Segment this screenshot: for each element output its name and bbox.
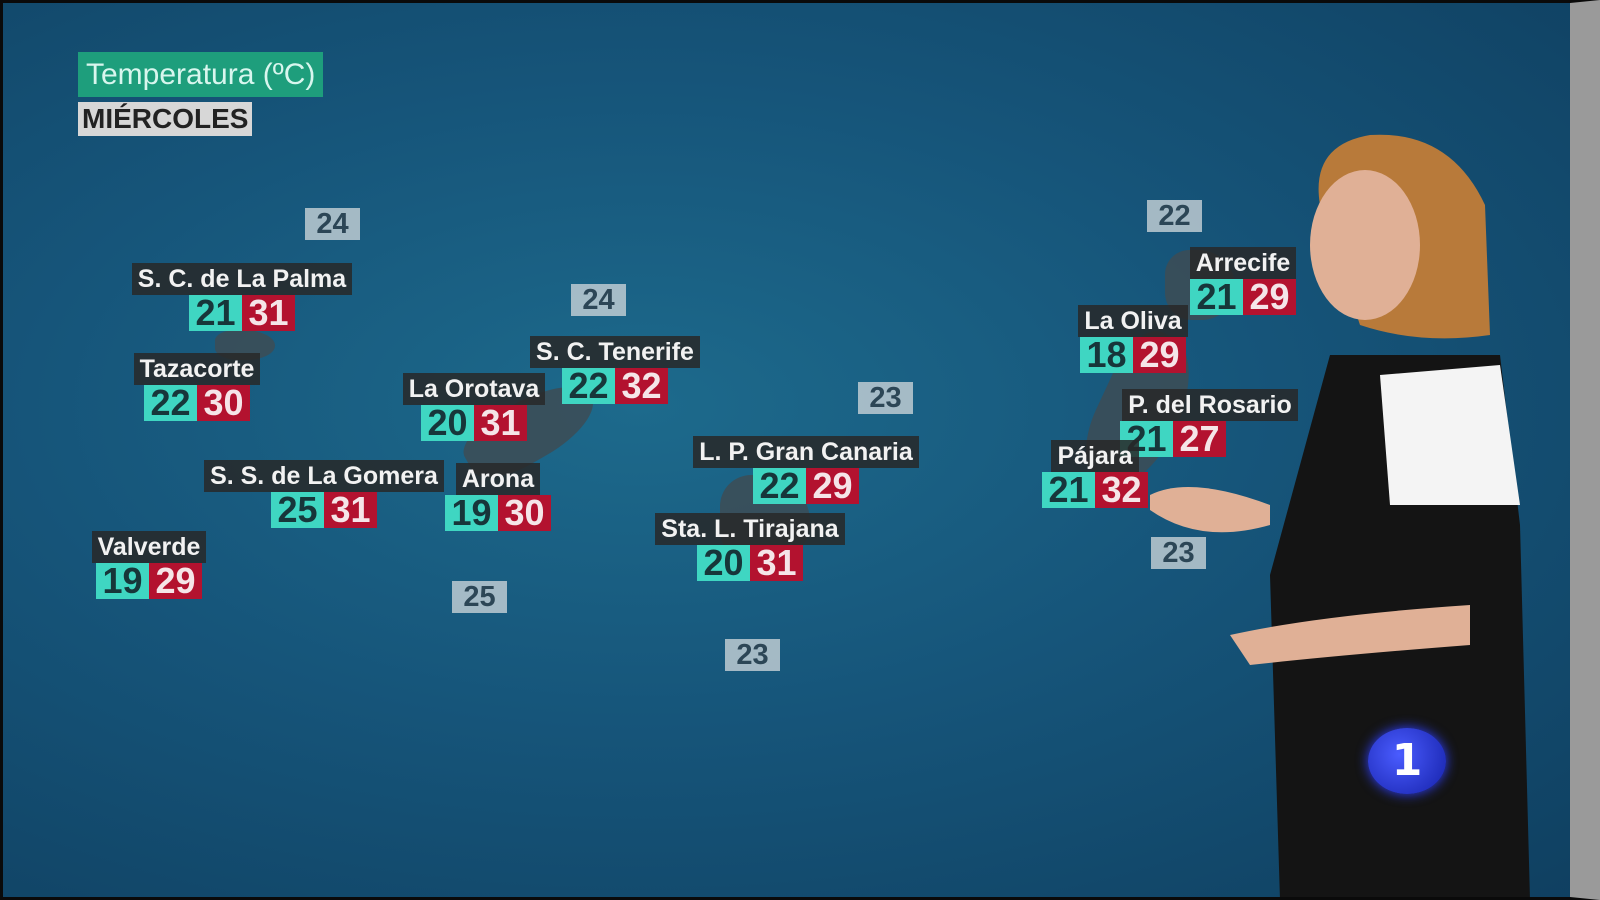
max-temp: 31 bbox=[242, 295, 295, 331]
city-name: La Orotava bbox=[402, 373, 546, 405]
min-temp: 22 bbox=[753, 468, 806, 504]
max-temp: 29 bbox=[1133, 337, 1186, 373]
city-name: Tazacorte bbox=[133, 353, 261, 385]
min-temp: 22 bbox=[144, 385, 197, 421]
city-name: S. C. de La Palma bbox=[131, 263, 353, 295]
city-name: La Oliva bbox=[1078, 305, 1188, 337]
city-name: S. S. de La Gomera bbox=[204, 460, 444, 492]
max-temp: 31 bbox=[324, 492, 377, 528]
city-name: Arrecife bbox=[1189, 247, 1297, 279]
city-forecast: S. S. de La Gomera 25 31 bbox=[174, 460, 474, 528]
max-temp: 30 bbox=[197, 385, 250, 421]
max-temp: 30 bbox=[498, 495, 551, 531]
city-name: P. del Rosario bbox=[1122, 389, 1298, 421]
max-temp: 31 bbox=[474, 405, 527, 441]
sea-temp: 25 bbox=[452, 581, 507, 613]
max-temp: 29 bbox=[806, 468, 859, 504]
sea-temp: 22 bbox=[1147, 200, 1202, 232]
city-forecast: La Orotava 20 31 bbox=[324, 373, 624, 441]
min-temp: 22 bbox=[562, 368, 615, 404]
min-temp: 20 bbox=[421, 405, 474, 441]
min-temp: 25 bbox=[271, 492, 324, 528]
max-temp: 29 bbox=[149, 563, 202, 599]
city-name: L. P. Gran Canaria bbox=[693, 436, 919, 468]
max-temp: 29 bbox=[1243, 279, 1296, 315]
city-name: Valverde bbox=[91, 531, 207, 563]
city-forecast: La Oliva 18 29 bbox=[983, 305, 1283, 373]
city-name: Pájara bbox=[1051, 440, 1139, 472]
map-title: Temperatura (ºC) bbox=[78, 52, 324, 97]
min-temp: 21 bbox=[1042, 472, 1095, 508]
city-forecast: Valverde 19 29 bbox=[0, 531, 299, 599]
sea-temp: 23 bbox=[858, 382, 913, 414]
sea-temp: 24 bbox=[305, 208, 360, 240]
city-forecast: Arrecife 21 29 bbox=[1093, 247, 1393, 315]
city-forecast: S. C. de La Palma 21 31 bbox=[92, 263, 392, 331]
city-forecast: Arona 19 30 bbox=[348, 463, 648, 531]
min-temp: 19 bbox=[96, 563, 149, 599]
city-forecast: Pájara 21 32 bbox=[945, 440, 1245, 508]
city-forecast: Tazacorte 22 30 bbox=[47, 353, 347, 421]
min-temp: 20 bbox=[697, 545, 750, 581]
max-temp: 32 bbox=[1095, 472, 1148, 508]
min-temp: 19 bbox=[445, 495, 498, 531]
max-temp: 31 bbox=[750, 545, 803, 581]
city-forecast: L. P. Gran Canaria 22 29 bbox=[656, 436, 956, 504]
tve1-logo: 1 bbox=[1368, 728, 1446, 794]
min-temp: 18 bbox=[1080, 337, 1133, 373]
sea-temp: 23 bbox=[1151, 537, 1206, 569]
min-temp: 21 bbox=[1190, 279, 1243, 315]
city-name: S. C. Tenerife bbox=[530, 336, 700, 368]
sea-temp: 24 bbox=[571, 284, 626, 316]
city-name: Sta. L. Tirajana bbox=[655, 513, 845, 545]
day-label: MIÉRCOLES bbox=[78, 102, 253, 136]
city-name: Arona bbox=[455, 463, 541, 495]
min-temp: 21 bbox=[189, 295, 242, 331]
presenter bbox=[1150, 134, 1530, 900]
max-temp: 32 bbox=[615, 368, 668, 404]
sea-temp: 23 bbox=[725, 639, 780, 671]
city-forecast: S. C. Tenerife 22 32 bbox=[465, 336, 765, 404]
city-forecast: Sta. L. Tirajana 20 31 bbox=[600, 513, 900, 581]
max-temp: 27 bbox=[1173, 421, 1226, 457]
